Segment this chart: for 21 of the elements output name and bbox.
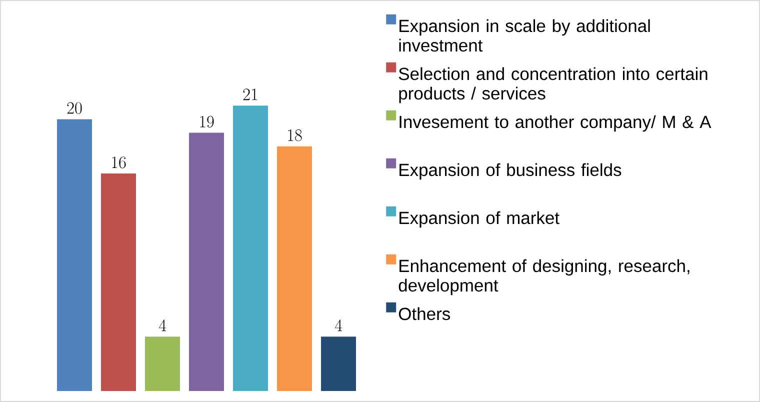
legend-label: Expansion in scale by additional investment xyxy=(399,19,650,52)
bar xyxy=(277,146,312,391)
bar xyxy=(233,106,268,391)
data-label: 16 xyxy=(112,156,126,168)
bar xyxy=(101,174,136,391)
data-label: 18 xyxy=(288,129,302,142)
legend-label: Invesement to another company/ M & A xyxy=(400,115,712,132)
bar xyxy=(145,336,180,391)
data-label: 4 xyxy=(334,320,342,332)
data-label: 21 xyxy=(243,88,258,100)
data-label: 19 xyxy=(200,116,214,128)
legend-label: Selection and concentration into certain products / services xyxy=(398,67,708,104)
bar xyxy=(189,132,224,391)
data-label: 20 xyxy=(67,102,82,114)
data-label: 4 xyxy=(158,320,166,332)
bar xyxy=(57,119,92,391)
legend-label: Others xyxy=(398,307,450,320)
legend-label: Expansion of business fields xyxy=(400,163,622,180)
legend-label: Enhancement of designing, research, development xyxy=(398,259,690,296)
legend-label: Expansion of market xyxy=(400,211,560,228)
bar xyxy=(321,336,356,391)
